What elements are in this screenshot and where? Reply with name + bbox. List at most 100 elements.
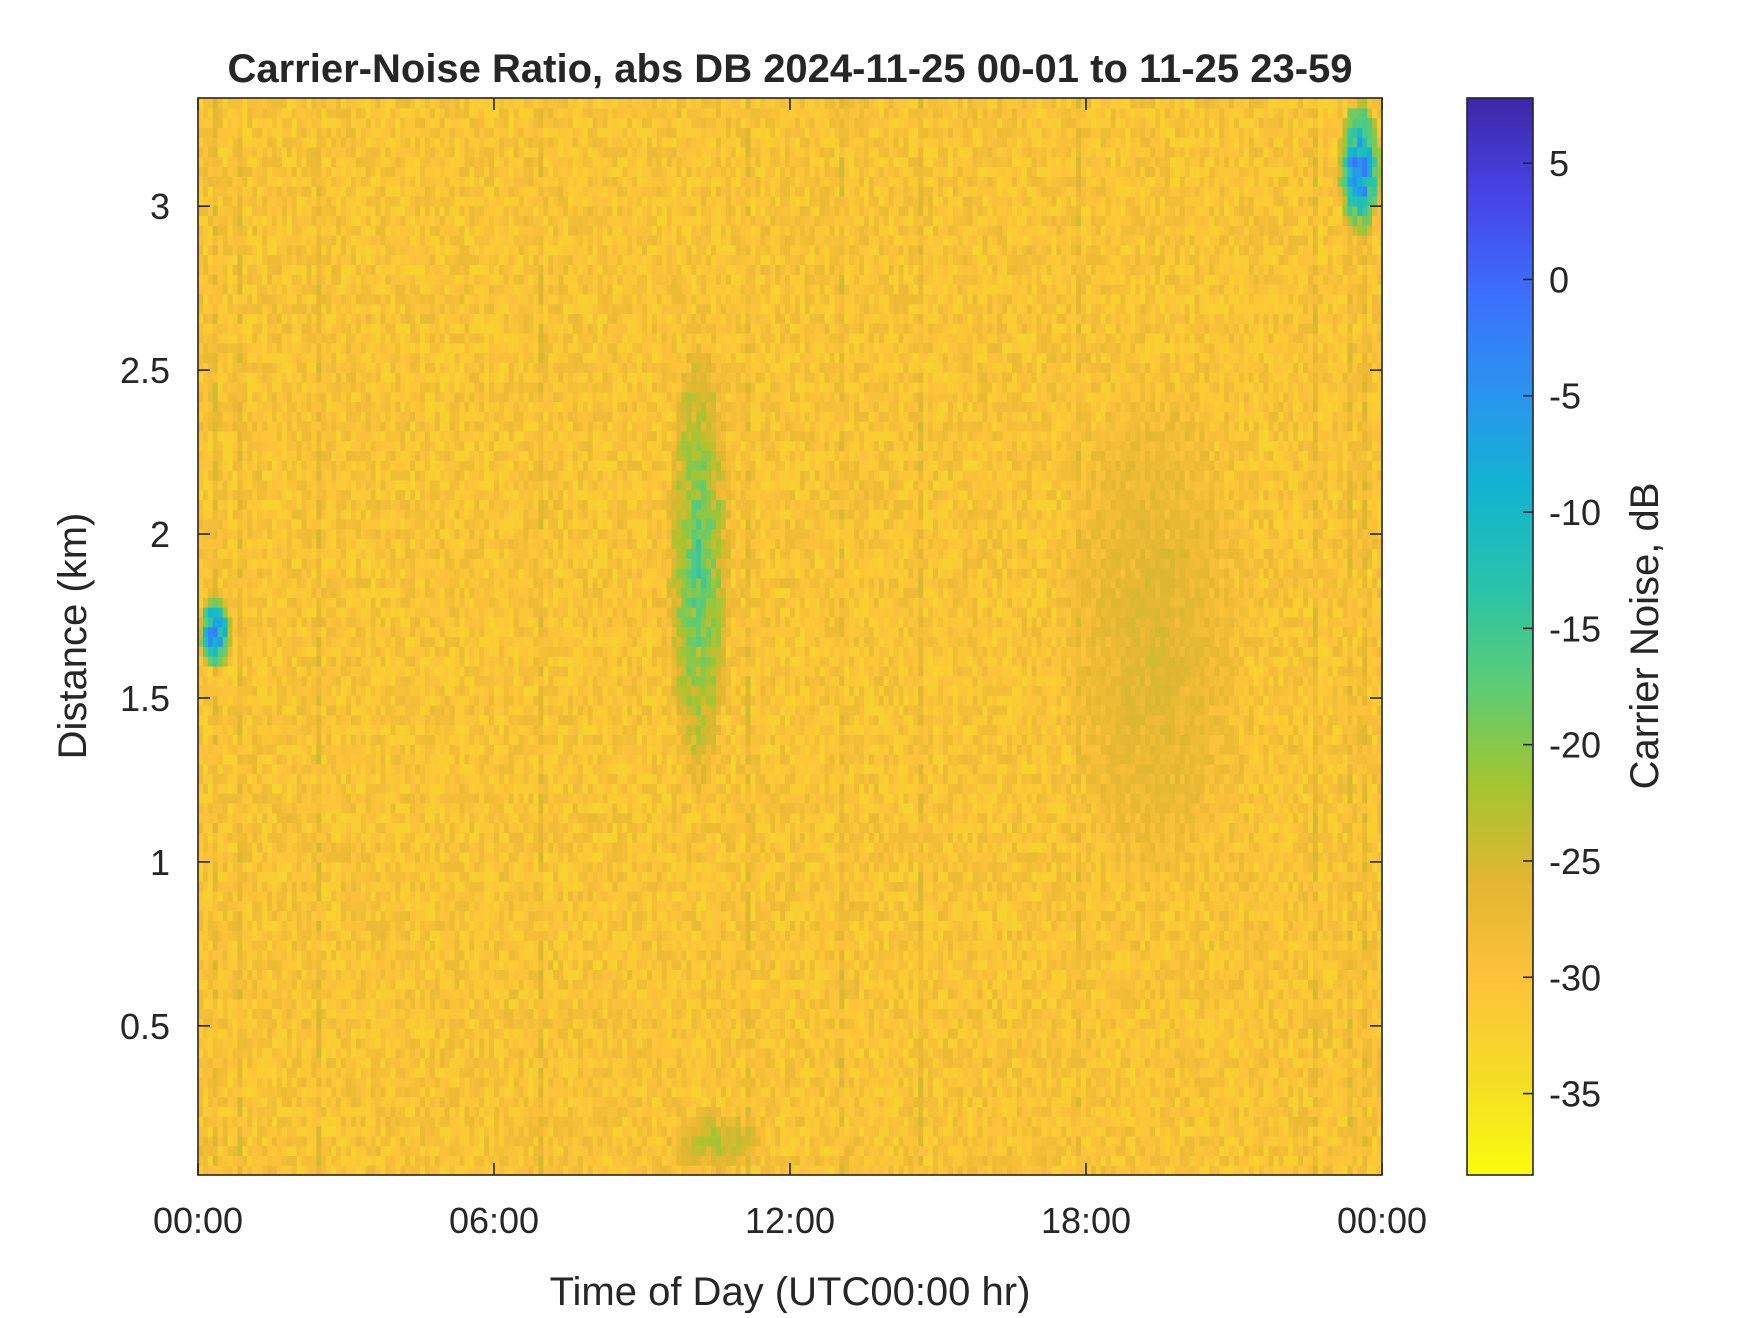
heatmap-cell	[302, 480, 308, 490]
heatmap-cell	[262, 920, 268, 930]
heatmap-cell	[331, 509, 337, 519]
heatmap-cell	[228, 274, 234, 284]
heatmap-cell	[385, 470, 391, 480]
heatmap-cell	[381, 617, 387, 627]
heatmap-cell	[400, 588, 406, 598]
heatmap-cell	[341, 558, 347, 568]
heatmap-cell	[242, 617, 248, 627]
heatmap-cell	[390, 969, 396, 979]
heatmap-cell	[252, 1067, 258, 1077]
heatmap-cell	[267, 744, 273, 754]
heatmap-cell	[415, 157, 421, 167]
heatmap-cell	[366, 1136, 372, 1146]
heatmap-cell	[420, 793, 426, 803]
heatmap-cell	[336, 754, 342, 764]
heatmap-cell	[203, 666, 209, 676]
heatmap-cell	[218, 333, 224, 343]
heatmap-cell	[405, 930, 411, 940]
heatmap-cell	[405, 588, 411, 598]
heatmap-cell	[252, 969, 258, 979]
heatmap-cell	[257, 852, 263, 862]
heatmap-cell	[292, 127, 298, 137]
heatmap-cell	[213, 871, 219, 881]
heatmap-cell	[208, 186, 214, 196]
heatmap-cell	[415, 519, 421, 529]
heatmap-cell	[405, 940, 411, 950]
heatmap-cell	[297, 274, 303, 284]
heatmap-cell	[297, 744, 303, 754]
heatmap-cell	[341, 1136, 347, 1146]
heatmap-cell	[410, 147, 416, 157]
heatmap-cell	[208, 911, 214, 921]
heatmap-cell	[390, 1155, 396, 1165]
heatmap-cell	[247, 950, 253, 960]
heatmap-cell	[233, 597, 239, 607]
heatmap-cell	[297, 1038, 303, 1048]
heatmap-cell	[351, 343, 357, 353]
heatmap-cell	[247, 744, 253, 754]
heatmap-cell	[376, 607, 382, 617]
heatmap-cell	[326, 167, 332, 177]
heatmap-cell	[371, 509, 377, 519]
heatmap-cell	[316, 930, 322, 940]
heatmap-cell	[346, 1058, 352, 1068]
heatmap-cell	[366, 1067, 372, 1077]
heatmap-cell	[390, 999, 396, 1009]
heatmap-cell	[311, 333, 317, 343]
heatmap-cell	[302, 1067, 308, 1077]
heatmap-cell	[366, 989, 372, 999]
heatmap-cell	[381, 284, 387, 294]
heatmap-cell	[385, 382, 391, 392]
heatmap-cell	[252, 548, 258, 558]
heatmap-cell	[336, 343, 342, 353]
heatmap-cell	[366, 255, 372, 265]
heatmap-cell	[361, 137, 367, 147]
heatmap-cell	[262, 1106, 268, 1116]
heatmap-cell	[287, 969, 293, 979]
heatmap-cell	[336, 617, 342, 627]
heatmap-cell	[237, 646, 243, 656]
heatmap-cell	[361, 196, 367, 206]
heatmap-cell	[376, 715, 382, 725]
heatmap-cell	[228, 1048, 234, 1058]
heatmap-cell	[218, 499, 224, 509]
heatmap-cell	[366, 392, 372, 402]
heatmap-cell	[302, 186, 308, 196]
heatmap-cell	[287, 411, 293, 421]
heatmap-cell	[390, 950, 396, 960]
heatmap-cell	[213, 1097, 219, 1107]
heatmap-cell	[203, 1028, 209, 1038]
heatmap-cell	[267, 764, 273, 774]
heatmap-cell	[326, 313, 332, 323]
heatmap-cell	[277, 1165, 283, 1175]
heatmap-cell	[361, 568, 367, 578]
heatmap-cell	[410, 264, 416, 274]
heatmap-cell	[272, 411, 278, 421]
heatmap-cell	[321, 597, 327, 607]
heatmap-cell	[252, 206, 258, 216]
heatmap-cell	[297, 1116, 303, 1126]
heatmap-cell	[252, 715, 258, 725]
heatmap-cell	[228, 108, 234, 118]
heatmap-cell	[213, 637, 219, 647]
heatmap-cell	[237, 167, 243, 177]
heatmap-cell	[346, 1028, 352, 1038]
heatmap-cell	[282, 235, 288, 245]
heatmap-cell	[381, 147, 387, 157]
heatmap-cell	[395, 450, 401, 460]
heatmap-cell	[415, 548, 421, 558]
heatmap-cell	[257, 225, 263, 235]
heatmap-cell	[331, 480, 337, 490]
heatmap-cell	[252, 127, 258, 137]
heatmap-cell	[287, 509, 293, 519]
heatmap-cell	[297, 1165, 303, 1175]
heatmap-cell	[371, 891, 377, 901]
heatmap-cell	[223, 783, 229, 793]
heatmap-cell	[381, 881, 387, 891]
heatmap-cell	[326, 421, 332, 431]
heatmap-cell	[400, 891, 406, 901]
heatmap-cell	[311, 304, 317, 314]
heatmap-cell	[385, 284, 391, 294]
heatmap-cell	[277, 1018, 283, 1028]
heatmap-cell	[311, 490, 317, 500]
